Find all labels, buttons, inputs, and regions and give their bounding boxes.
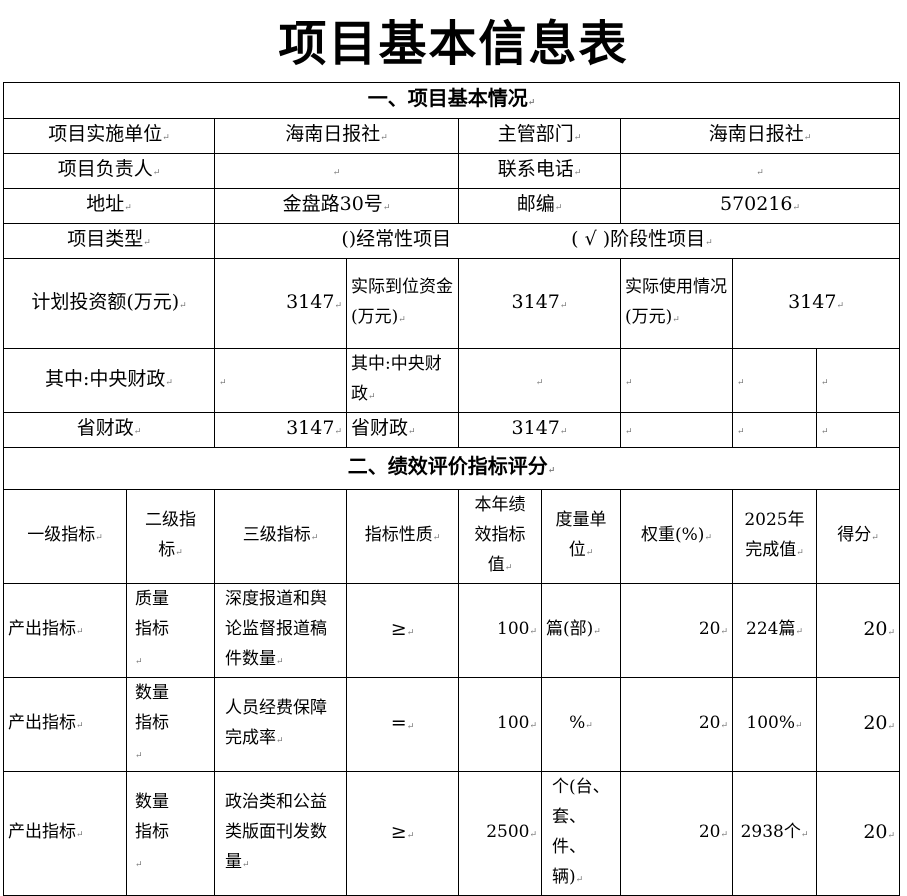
unit-value: 海南日报社 — [214, 118, 459, 154]
actual-cell: 2938个 — [732, 771, 817, 896]
central-value — [214, 348, 347, 413]
section-heading: 二、绩效评价指标评分 — [2, 447, 901, 490]
target-cell: 2500 — [458, 771, 542, 896]
nature-cell: = — [346, 677, 459, 772]
unit-cell: 个(台、套、件、辆) — [541, 771, 621, 896]
province-label: 省财政 — [3, 412, 215, 448]
phone-value — [619, 153, 901, 189]
weight-cell: 20 — [620, 771, 733, 896]
leader-value — [214, 153, 459, 189]
actual-cell: 224篇 — [732, 583, 817, 678]
column-header: 一级指标 — [3, 489, 127, 584]
level3-cell: 人员经费保障完成率 — [214, 677, 347, 772]
column-header: 二级指标 — [126, 489, 215, 584]
dept-label: 主管部门 — [458, 118, 621, 154]
empty-cell — [620, 412, 733, 448]
province-value-2: 3147 — [458, 412, 621, 448]
unit-label: 项目实施单位 — [3, 118, 215, 154]
header-row: 一级指标 二级指标 三级指标 指标性质 本年绩效指标值 度量单位 权重(%) 2… — [3, 489, 901, 584]
nature-cell: ≥ — [346, 583, 459, 678]
empty-cell — [620, 348, 733, 413]
weight-cell: 20 — [620, 677, 733, 772]
central-label: 其中:中央财政 — [3, 348, 215, 413]
level2-cell: 质量指标 — [126, 583, 215, 678]
empty-cell — [732, 348, 817, 413]
actual-cell: 100% — [732, 677, 817, 772]
actual-funds-label: 实际到位资金(万元) — [346, 258, 459, 349]
column-header: 权重(%) — [620, 489, 733, 584]
plan-label: 计划投资额(万元) — [3, 258, 215, 349]
empty-cell — [732, 412, 817, 448]
central-label-2: 其中:中央财政 — [346, 348, 459, 413]
table-row: 产出指标 质量指标 深度报道和舆论监督报道稿件数量 ≥ 100 篇(部) 20 … — [3, 583, 901, 678]
plan-value: 3147 — [214, 258, 347, 349]
column-header: 本年绩效指标值 — [458, 489, 542, 584]
address-label: 地址 — [3, 188, 215, 224]
table-row: 产出指标 数量指标 政治类和公益类版面刊发数量 ≥ 2500 个(台、套、件、辆… — [3, 771, 901, 896]
nature-cell: ≥ — [346, 771, 459, 896]
column-header: 指标性质 — [346, 489, 459, 584]
unit-cell: 篇(部) — [541, 583, 621, 678]
actual-funds-value: 3147 — [458, 258, 621, 349]
unit-cell: % — [541, 677, 621, 772]
actual-use-value: 3147 — [731, 258, 901, 349]
leader-label: 项目负责人 — [3, 153, 215, 189]
type-options: ()经常性项目 ( √ )阶段性项目 — [213, 223, 901, 259]
address-value: 金盘路30号 — [214, 188, 459, 224]
page-title: 项目基本信息表 — [278, 16, 629, 72]
column-header: 2025年完成值 — [732, 489, 817, 584]
empty-cell — [815, 348, 901, 413]
column-header: 三级指标 — [214, 489, 347, 584]
level1-cell: 产出指标 — [3, 583, 127, 678]
type-option-regular: ()经常性项目 — [341, 228, 452, 250]
column-header: 得分 — [815, 489, 901, 584]
province-label-2: 省财政 — [346, 412, 459, 448]
level1-cell: 产出指标 — [3, 771, 127, 896]
level2-cell: 数量指标 — [126, 677, 215, 772]
phone-label: 联系电话 — [458, 153, 621, 189]
postcode-label: 邮编 — [458, 188, 621, 224]
actual-use-label: 实际使用情况(万元) — [620, 258, 733, 349]
type-option-phased: ( √ )阶段性项目 — [571, 228, 713, 250]
score-cell: 20 — [815, 677, 901, 772]
empty-cell — [815, 412, 901, 448]
score-cell: 20 — [815, 583, 901, 678]
target-cell: 100 — [458, 583, 542, 678]
empty-cell — [458, 348, 621, 413]
project-info-table: 一、项目基本情况 项目实施单位 海南日报社 主管部门 海南日报社 项目负责人 联… — [2, 82, 901, 896]
postcode-value: 570216 — [619, 188, 901, 224]
column-header: 度量单位 — [541, 489, 621, 584]
score-cell: 20 — [815, 771, 901, 896]
dept-value: 海南日报社 — [619, 118, 901, 154]
type-label: 项目类型 — [3, 223, 215, 259]
province-value: 3147 — [214, 412, 347, 448]
level3-cell: 深度报道和舆论监督报道稿件数量 — [214, 583, 347, 678]
level1-cell: 产出指标 — [3, 677, 127, 772]
level3-cell: 政治类和公益类版面刊发数量 — [214, 771, 347, 896]
table-row: 产出指标 数量指标 人员经费保障完成率 = 100 % 20 100% 20 — [3, 677, 901, 772]
target-cell: 100 — [458, 677, 542, 772]
section-heading: 一、项目基本情况 — [2, 82, 901, 119]
level2-cell: 数量指标 — [126, 771, 215, 896]
weight-cell: 20 — [620, 583, 733, 678]
